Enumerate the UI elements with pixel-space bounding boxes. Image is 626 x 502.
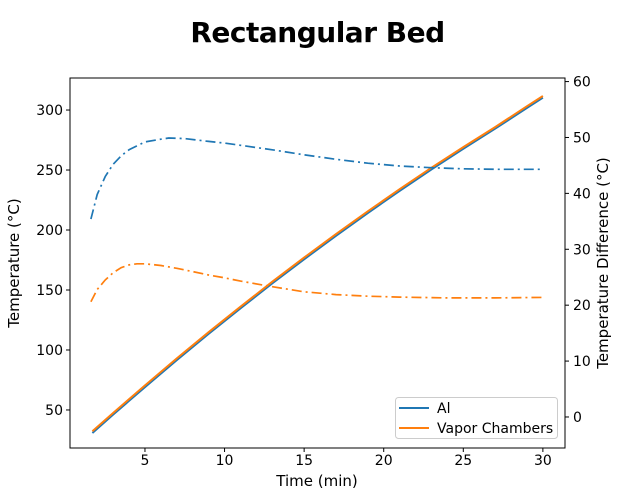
- right-tick-label: 50: [573, 130, 591, 146]
- left-tick-label: 250: [36, 163, 63, 179]
- left-tick-label: 50: [45, 403, 63, 419]
- right-tick-label: 10: [573, 354, 591, 370]
- series-al-temp: [91, 96, 544, 434]
- x-tick-label: 5: [141, 453, 150, 469]
- legend-label-vapor-chambers: Vapor Chambers: [437, 421, 553, 437]
- x-tick-label: 10: [216, 453, 234, 469]
- left-tick-label: 300: [36, 103, 63, 119]
- x-axis-label: Time (min): [275, 472, 357, 490]
- right-tick-label: 30: [573, 242, 591, 258]
- chart-title: Rectangular Bed: [190, 16, 445, 49]
- right-tick-label: 60: [573, 75, 591, 91]
- plot-frame: [69, 77, 566, 449]
- series-vc-temp: [91, 95, 544, 433]
- left-axis-label: Temperature (°C): [5, 198, 23, 328]
- x-tick-label: 15: [295, 453, 313, 469]
- x-tick-label: 20: [375, 453, 393, 469]
- legend-label-al: Al: [437, 401, 450, 417]
- right-axis-label: Temperature Difference (°C): [594, 157, 612, 370]
- axes-layer: 5 10 15 20 25 30 50 100 150 200 250 300 0 10 20 30 40 50 6…: [36, 75, 591, 469]
- series-layer: [90, 95, 544, 434]
- x-tick-label: 30: [534, 453, 552, 469]
- legend-box: [395, 397, 558, 439]
- series-al-diff: [90, 137, 543, 220]
- x-tick-label: 25: [454, 453, 472, 469]
- right-tick-label: 0: [573, 410, 582, 426]
- left-tick-label: 200: [36, 223, 63, 239]
- frame-layer: [69, 77, 566, 449]
- left-tick-label: 100: [36, 343, 63, 359]
- legend: Al Vapor Chambers: [395, 397, 558, 439]
- right-tick-label: 20: [573, 298, 591, 314]
- series-vc-diff: [90, 262, 543, 303]
- right-tick-label: 40: [573, 186, 591, 202]
- left-tick-label: 150: [36, 283, 63, 299]
